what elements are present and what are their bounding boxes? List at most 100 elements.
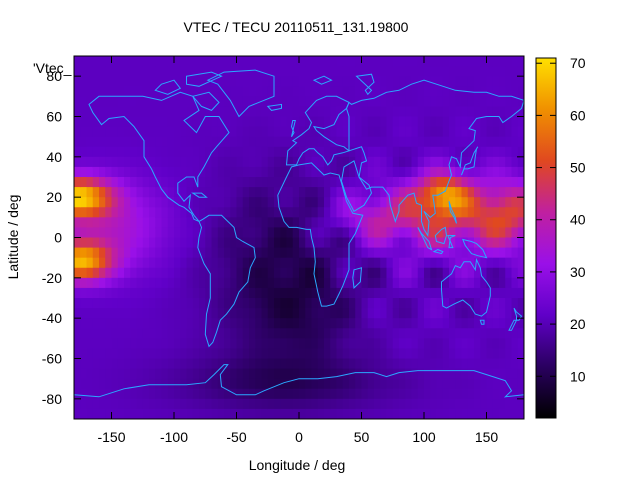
heatmap-cell <box>430 247 438 259</box>
heatmap-cell <box>399 76 406 87</box>
x-axis-label: Longitude / deg <box>249 457 346 473</box>
heatmap-cell <box>355 308 363 319</box>
heatmap-cell <box>411 368 419 380</box>
heatmap-cell <box>155 308 163 319</box>
heatmap-cell <box>380 126 388 138</box>
heatmap-cell <box>349 368 356 380</box>
heatmap <box>74 56 524 419</box>
heatmap-cell <box>230 227 238 239</box>
heatmap-cell <box>299 96 306 108</box>
heatmap-cell <box>430 368 438 380</box>
heatmap-cell <box>255 408 263 419</box>
heatmap-cell <box>511 277 519 289</box>
heatmap-cell <box>142 408 150 419</box>
heatmap-cell <box>286 338 294 350</box>
heatmap-cell <box>467 308 475 319</box>
heatmap-cell <box>136 136 144 148</box>
heatmap-cell <box>92 237 100 249</box>
heatmap-cell <box>324 378 331 390</box>
heatmap-cell <box>199 76 206 87</box>
heatmap-cell <box>230 408 238 419</box>
heatmap-cell <box>267 408 275 419</box>
heatmap-cell <box>211 267 219 279</box>
heatmap-cell <box>299 247 306 259</box>
heatmap-cell <box>505 76 513 87</box>
heatmap-cell <box>130 237 138 249</box>
heatmap-cell <box>149 66 156 77</box>
heatmap-cell <box>480 298 488 309</box>
heatmap-cell <box>511 388 519 400</box>
heatmap-cell <box>249 398 256 410</box>
heatmap-cell <box>517 247 524 259</box>
heatmap-cell <box>461 378 469 390</box>
heatmap-cell <box>155 217 163 229</box>
heatmap-cell <box>274 247 281 259</box>
heatmap-cell <box>374 358 381 370</box>
heatmap-cell <box>405 368 413 380</box>
heatmap-cell <box>511 96 519 108</box>
heatmap-cell <box>361 156 369 168</box>
heatmap-cell <box>286 66 294 77</box>
heatmap-cell <box>424 348 431 360</box>
heatmap-cell <box>467 398 475 410</box>
heatmap-cell <box>249 187 256 198</box>
heatmap-cell <box>305 318 313 329</box>
heatmap-cell <box>92 378 100 390</box>
heatmap-cell <box>74 388 81 400</box>
heatmap-cell <box>111 177 119 188</box>
heatmap-cell <box>486 378 494 390</box>
heatmap-cell <box>186 388 194 400</box>
heatmap-cell <box>367 358 375 370</box>
heatmap-cell <box>174 126 181 138</box>
heatmap-cell <box>124 267 131 279</box>
heatmap-cell <box>86 187 94 198</box>
heatmap-cell <box>236 298 244 309</box>
heatmap-cell <box>74 177 81 188</box>
heatmap-cell <box>186 217 194 229</box>
heatmap-cell <box>349 408 356 419</box>
heatmap-cell <box>230 177 238 188</box>
heatmap-cell <box>80 146 88 158</box>
heatmap-cell <box>461 197 469 208</box>
heatmap-cell <box>174 207 181 218</box>
heatmap-cell <box>305 187 313 198</box>
heatmap-cell <box>286 166 294 178</box>
heatmap-cell <box>286 308 294 319</box>
coastline <box>206 69 275 118</box>
heatmap-cell <box>142 217 150 229</box>
y-tick-label: 80 <box>46 68 62 84</box>
heatmap-cell <box>305 207 313 218</box>
heatmap-cell <box>161 106 169 118</box>
heatmap-cell <box>217 398 225 410</box>
heatmap-cell <box>267 76 275 87</box>
heatmap-cell <box>417 298 425 309</box>
heatmap-cell <box>261 177 269 188</box>
heatmap-cell <box>299 237 306 249</box>
heatmap-cell <box>367 318 375 329</box>
heatmap-cell <box>311 398 319 410</box>
heatmap-cell <box>280 187 288 198</box>
heatmap-cell <box>130 358 138 370</box>
heatmap-cell <box>336 247 344 259</box>
heatmap-cell <box>392 378 400 390</box>
heatmap-cell <box>355 227 363 239</box>
heatmap-cell <box>186 86 194 97</box>
heatmap-cell <box>74 277 81 289</box>
heatmap-cell <box>436 156 444 168</box>
heatmap-cell <box>467 368 475 380</box>
heatmap-cell <box>449 408 456 419</box>
heatmap-cell <box>461 408 469 419</box>
heatmap-cell <box>492 368 500 380</box>
heatmap-cell <box>436 136 444 148</box>
heatmap-cell <box>374 277 381 289</box>
heatmap-cell <box>430 116 438 128</box>
heatmap-cell <box>124 166 131 178</box>
heatmap-cell <box>305 388 313 400</box>
heatmap-cell <box>124 408 131 419</box>
heatmap-cell <box>155 348 163 360</box>
heatmap-cell <box>161 287 169 299</box>
heatmap-cell <box>480 348 488 360</box>
heatmap-cell <box>361 106 369 118</box>
heatmap-cell <box>436 96 444 108</box>
coastline <box>441 257 491 317</box>
